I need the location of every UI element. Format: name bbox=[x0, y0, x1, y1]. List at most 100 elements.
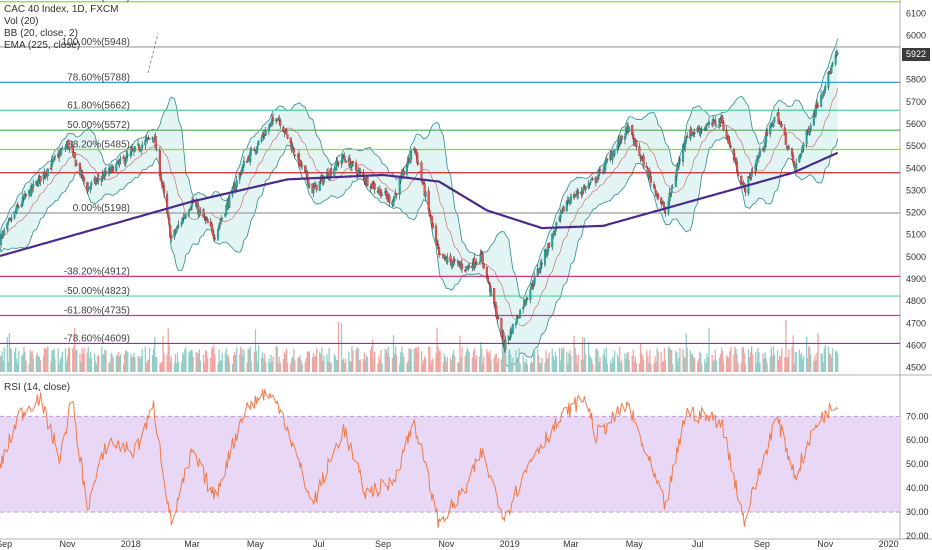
candle-body bbox=[250, 149, 253, 152]
fib-level-label: 61.80%(5662) bbox=[67, 100, 130, 111]
volume-bar bbox=[134, 357, 136, 372]
candle-body bbox=[158, 150, 161, 177]
volume-bar bbox=[112, 357, 114, 372]
volume-bar bbox=[798, 349, 800, 372]
volume-bar bbox=[86, 352, 88, 372]
volume-bar bbox=[618, 358, 620, 372]
volume-bar bbox=[421, 363, 424, 372]
candle-body bbox=[741, 182, 744, 184]
candle-body bbox=[597, 170, 601, 176]
volume-bar bbox=[378, 355, 380, 372]
price-tick-label: 4700 bbox=[906, 318, 926, 328]
time-tick-label: Jul bbox=[692, 539, 704, 549]
volume-bar bbox=[718, 358, 721, 372]
volume-bar bbox=[525, 359, 527, 372]
volume-bar bbox=[522, 355, 524, 372]
volume-bar bbox=[487, 351, 489, 372]
volume-bar bbox=[8, 333, 10, 372]
candle-body bbox=[533, 275, 536, 284]
candle-body bbox=[71, 145, 74, 153]
candle-body bbox=[769, 124, 772, 135]
candle-body bbox=[279, 120, 282, 126]
volume-bar bbox=[675, 350, 677, 372]
candle-body bbox=[773, 117, 776, 123]
volume-bar bbox=[340, 323, 343, 372]
volume-bar bbox=[190, 349, 192, 372]
bb-indicator-label[interactable]: BB (20, close, 2) bbox=[4, 28, 78, 39]
symbol-title[interactable]: CAC 40 Index, 1D, FXCM bbox=[4, 4, 119, 15]
volume-bar bbox=[345, 359, 347, 372]
volume-bar bbox=[57, 347, 59, 372]
volume-bar bbox=[420, 351, 423, 372]
candle-body bbox=[203, 217, 206, 219]
volume-bar bbox=[414, 347, 416, 372]
candle-body bbox=[398, 179, 401, 195]
volume-bar bbox=[192, 356, 194, 372]
volume-bar bbox=[413, 349, 415, 372]
candle-body bbox=[635, 139, 638, 148]
candle-body bbox=[645, 166, 648, 168]
volume-bar bbox=[634, 356, 636, 372]
volume-bar bbox=[168, 346, 170, 372]
candle-body bbox=[267, 127, 270, 132]
candle-body bbox=[166, 194, 169, 214]
volume-bar bbox=[126, 350, 128, 372]
candle-body bbox=[168, 217, 171, 225]
volume-bar bbox=[697, 362, 699, 372]
volume-bar bbox=[591, 359, 593, 372]
volume-bar bbox=[9, 347, 12, 372]
ema-indicator-label[interactable]: EMA (225, close) bbox=[4, 40, 81, 51]
volume-bar bbox=[493, 357, 495, 372]
volume-bar bbox=[523, 361, 525, 372]
candle-body bbox=[674, 175, 677, 187]
volume-bar bbox=[656, 348, 658, 372]
vol-indicator-label[interactable]: Vol (20) bbox=[4, 16, 39, 27]
volume-bar bbox=[757, 347, 759, 372]
volume-bar bbox=[144, 346, 146, 372]
time-tick-label: Mar bbox=[184, 539, 200, 549]
candle-body bbox=[355, 162, 358, 171]
volume-bar bbox=[773, 354, 776, 372]
volume-bar bbox=[333, 354, 335, 372]
time-tick-label: Jul bbox=[313, 539, 325, 549]
volume-bar bbox=[242, 355, 244, 372]
volume-bar bbox=[467, 350, 469, 372]
candle-body bbox=[728, 141, 731, 145]
candle-body bbox=[485, 266, 488, 276]
candle-body bbox=[206, 219, 209, 224]
candle-body bbox=[3, 230, 6, 234]
candle-body bbox=[115, 163, 118, 172]
volume-bar bbox=[573, 335, 575, 372]
candle-body bbox=[569, 195, 572, 204]
volume-bar bbox=[759, 362, 761, 372]
candle-body bbox=[268, 123, 271, 128]
volume-bar bbox=[282, 359, 285, 372]
volume-bar bbox=[97, 356, 99, 372]
volume-bar bbox=[508, 351, 510, 372]
volume-bar bbox=[799, 354, 801, 372]
volume-bar bbox=[381, 363, 383, 372]
volume-bar bbox=[74, 327, 76, 372]
volume-bar bbox=[667, 346, 670, 372]
candle-body bbox=[678, 159, 681, 161]
volume-bar bbox=[206, 351, 208, 372]
volume-bar bbox=[160, 362, 162, 372]
volume-bar bbox=[286, 362, 289, 372]
candle-body bbox=[482, 262, 485, 269]
volume-bar bbox=[401, 346, 403, 372]
volume-bar bbox=[619, 347, 621, 372]
candle-body bbox=[7, 221, 10, 223]
volume-bar bbox=[133, 352, 135, 372]
time-tick-label: Sep bbox=[375, 539, 391, 549]
candle-body bbox=[735, 161, 739, 172]
volume-bar bbox=[504, 348, 507, 372]
volume-bar bbox=[47, 346, 49, 372]
volume-bar bbox=[736, 354, 738, 372]
candle-body bbox=[777, 112, 780, 124]
price-tick-label: 5100 bbox=[906, 230, 926, 240]
rsi-legend[interactable]: RSI (14, close) bbox=[4, 382, 71, 393]
volume-bar bbox=[182, 352, 184, 372]
volume-bar bbox=[817, 332, 819, 372]
volume-bar bbox=[275, 346, 277, 372]
